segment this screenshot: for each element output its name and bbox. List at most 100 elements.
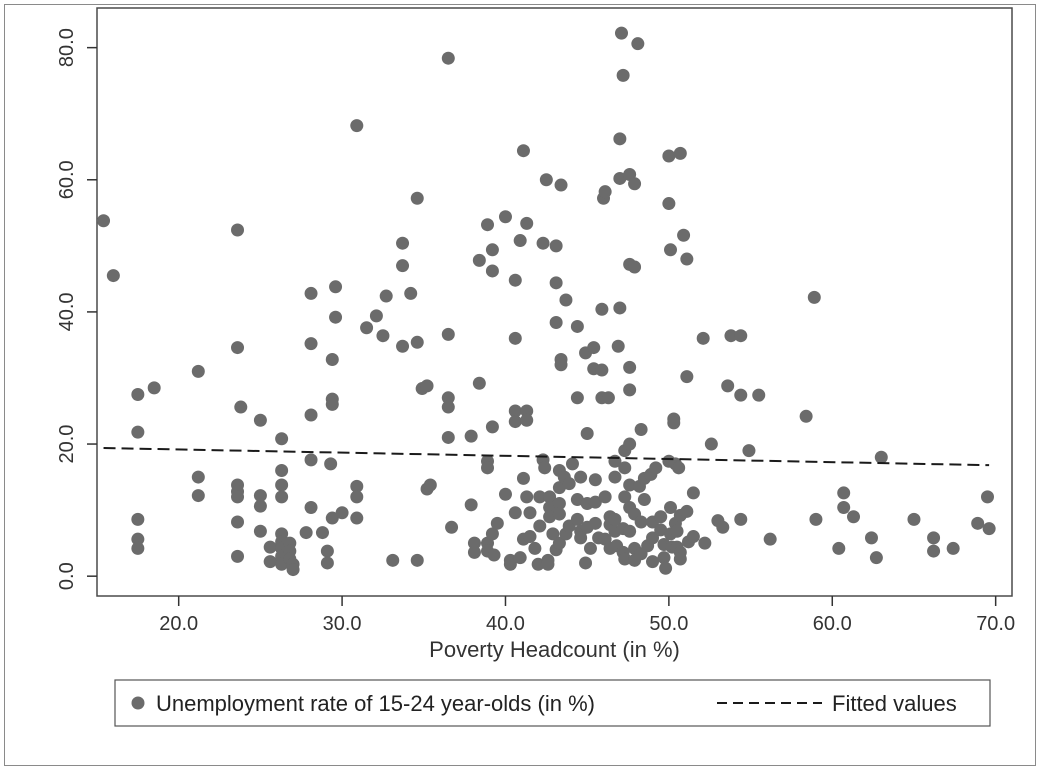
- x-tick-label: 20.0: [159, 613, 198, 635]
- data-point: [549, 276, 563, 290]
- data-point: [485, 420, 499, 434]
- data-point: [536, 236, 550, 250]
- data-point: [588, 473, 602, 487]
- data-point: [528, 541, 542, 555]
- data-point: [396, 259, 410, 273]
- data-point: [513, 234, 527, 248]
- data-point: [971, 516, 985, 530]
- data-point: [441, 400, 455, 414]
- data-point: [623, 478, 637, 492]
- data-point: [552, 497, 566, 511]
- data-point: [441, 391, 455, 405]
- data-point: [946, 541, 960, 555]
- data-point: [654, 510, 668, 524]
- data-point: [324, 457, 338, 471]
- data-point: [614, 26, 628, 40]
- y-tick-label: 0.0: [56, 562, 78, 590]
- data-point: [864, 531, 878, 545]
- data-point: [275, 490, 289, 504]
- data-point: [191, 489, 205, 503]
- data-point: [807, 290, 821, 304]
- y-axis: 0.0 20.0 40.0 60.0 80.0: [56, 28, 97, 590]
- data-point: [410, 553, 424, 567]
- data-point: [231, 490, 245, 504]
- fit-layer: [103, 447, 990, 467]
- data-point: [670, 524, 684, 538]
- data-point: [485, 527, 499, 541]
- data-point: [263, 540, 277, 554]
- y-tick-label: 40.0: [56, 292, 78, 331]
- data-point: [275, 463, 289, 477]
- data-point: [516, 144, 530, 158]
- data-point: [613, 171, 627, 185]
- data-point: [304, 337, 318, 351]
- data-point: [698, 536, 712, 550]
- data-point: [664, 243, 678, 257]
- data-point: [350, 479, 364, 493]
- data-point: [481, 218, 495, 232]
- data-point: [623, 360, 637, 374]
- data-point: [320, 544, 334, 558]
- data-point: [523, 530, 537, 544]
- data-point: [570, 512, 584, 526]
- data-point: [618, 461, 632, 475]
- data-point: [752, 388, 766, 402]
- data-point: [445, 520, 459, 534]
- data-point: [608, 512, 622, 526]
- data-point: [613, 132, 627, 146]
- data-point: [520, 216, 534, 230]
- data-point: [618, 490, 632, 504]
- data-point: [441, 51, 455, 65]
- fitted-line: [103, 447, 990, 467]
- data-point: [543, 500, 557, 514]
- data-point: [404, 286, 418, 300]
- data-point: [472, 253, 486, 267]
- data-point: [513, 551, 527, 565]
- data-point: [253, 413, 267, 427]
- data-point: [464, 498, 478, 512]
- data-point: [299, 526, 313, 540]
- data-point: [508, 273, 522, 287]
- data-point: [570, 391, 584, 405]
- data-point: [696, 331, 710, 345]
- data-point: [637, 493, 651, 507]
- data-point: [659, 561, 673, 575]
- data-point: [763, 532, 777, 546]
- data-point: [410, 335, 424, 349]
- data-point: [623, 437, 637, 451]
- data-point: [874, 450, 888, 464]
- data-point: [520, 413, 534, 427]
- data-point: [106, 269, 120, 283]
- data-point: [369, 309, 383, 323]
- data-point: [410, 191, 424, 205]
- data-point: [516, 471, 530, 485]
- data-point: [734, 512, 748, 526]
- data-point: [613, 301, 627, 315]
- data-point: [595, 302, 609, 316]
- data-point: [350, 511, 364, 525]
- data-point: [616, 68, 630, 82]
- data-point: [131, 387, 145, 401]
- data-point: [520, 404, 534, 418]
- x-axis: 20.0 30.0 40.0 50.0 60.0 70.0: [159, 596, 1015, 635]
- data-point: [549, 315, 563, 329]
- data-point: [546, 527, 560, 541]
- data-point: [673, 146, 687, 160]
- data-point: [275, 432, 289, 446]
- data-point: [467, 545, 481, 559]
- data-point: [587, 341, 601, 355]
- data-point: [565, 457, 579, 471]
- data-point: [191, 470, 205, 484]
- data-point: [680, 252, 694, 266]
- data-point: [533, 490, 547, 504]
- x-tick-label: 70.0: [976, 613, 1015, 635]
- data-point: [570, 319, 584, 333]
- data-point: [832, 541, 846, 555]
- data-point: [131, 532, 145, 546]
- data-point: [350, 119, 364, 133]
- points-layer: [97, 26, 996, 577]
- data-point: [869, 551, 883, 565]
- data-point: [847, 510, 861, 524]
- data-point: [275, 478, 289, 492]
